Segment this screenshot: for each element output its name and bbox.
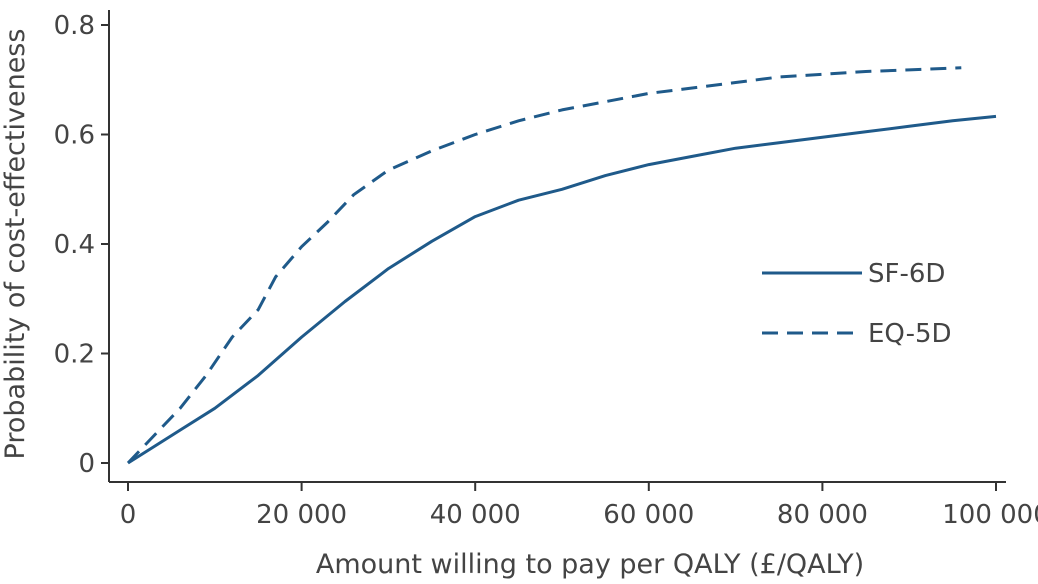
ticks: 0 0.2 0.4 0.6 0.8 0 20 000 40 000 60 000 80 000 10… — [54, 11, 1038, 530]
y-tick-label: 0.4 — [54, 230, 95, 260]
axes — [108, 10, 1006, 483]
legend-label: EQ-5D — [868, 319, 952, 349]
x-tick-label: 20 000 — [256, 500, 347, 530]
y-tick-label: 0.6 — [54, 121, 95, 151]
x-tick-label: 0 — [120, 500, 137, 530]
series-layer — [126, 66, 997, 465]
x-tick-label: 40 000 — [430, 500, 521, 530]
series-line-sf-6d — [127, 114, 997, 465]
x-tick-label: 80 000 — [777, 500, 868, 530]
legend-label: SF-6D — [868, 259, 945, 289]
x-axis-title: Amount willing to pay per QALY (£/QALY) — [316, 549, 864, 580]
x-tick-label: 100 000 — [942, 500, 1038, 530]
y-tick-label: 0 — [78, 449, 95, 479]
y-axis-title: Probability of cost-effectiveness — [0, 29, 31, 460]
y-tick-label: 0.8 — [54, 11, 95, 41]
legend: SF-6D EQ-5D — [762, 259, 952, 349]
y-tick-label: 0.2 — [54, 340, 95, 370]
x-tick-label: 60 000 — [603, 500, 694, 530]
series-line-eq-5d — [126, 66, 962, 465]
